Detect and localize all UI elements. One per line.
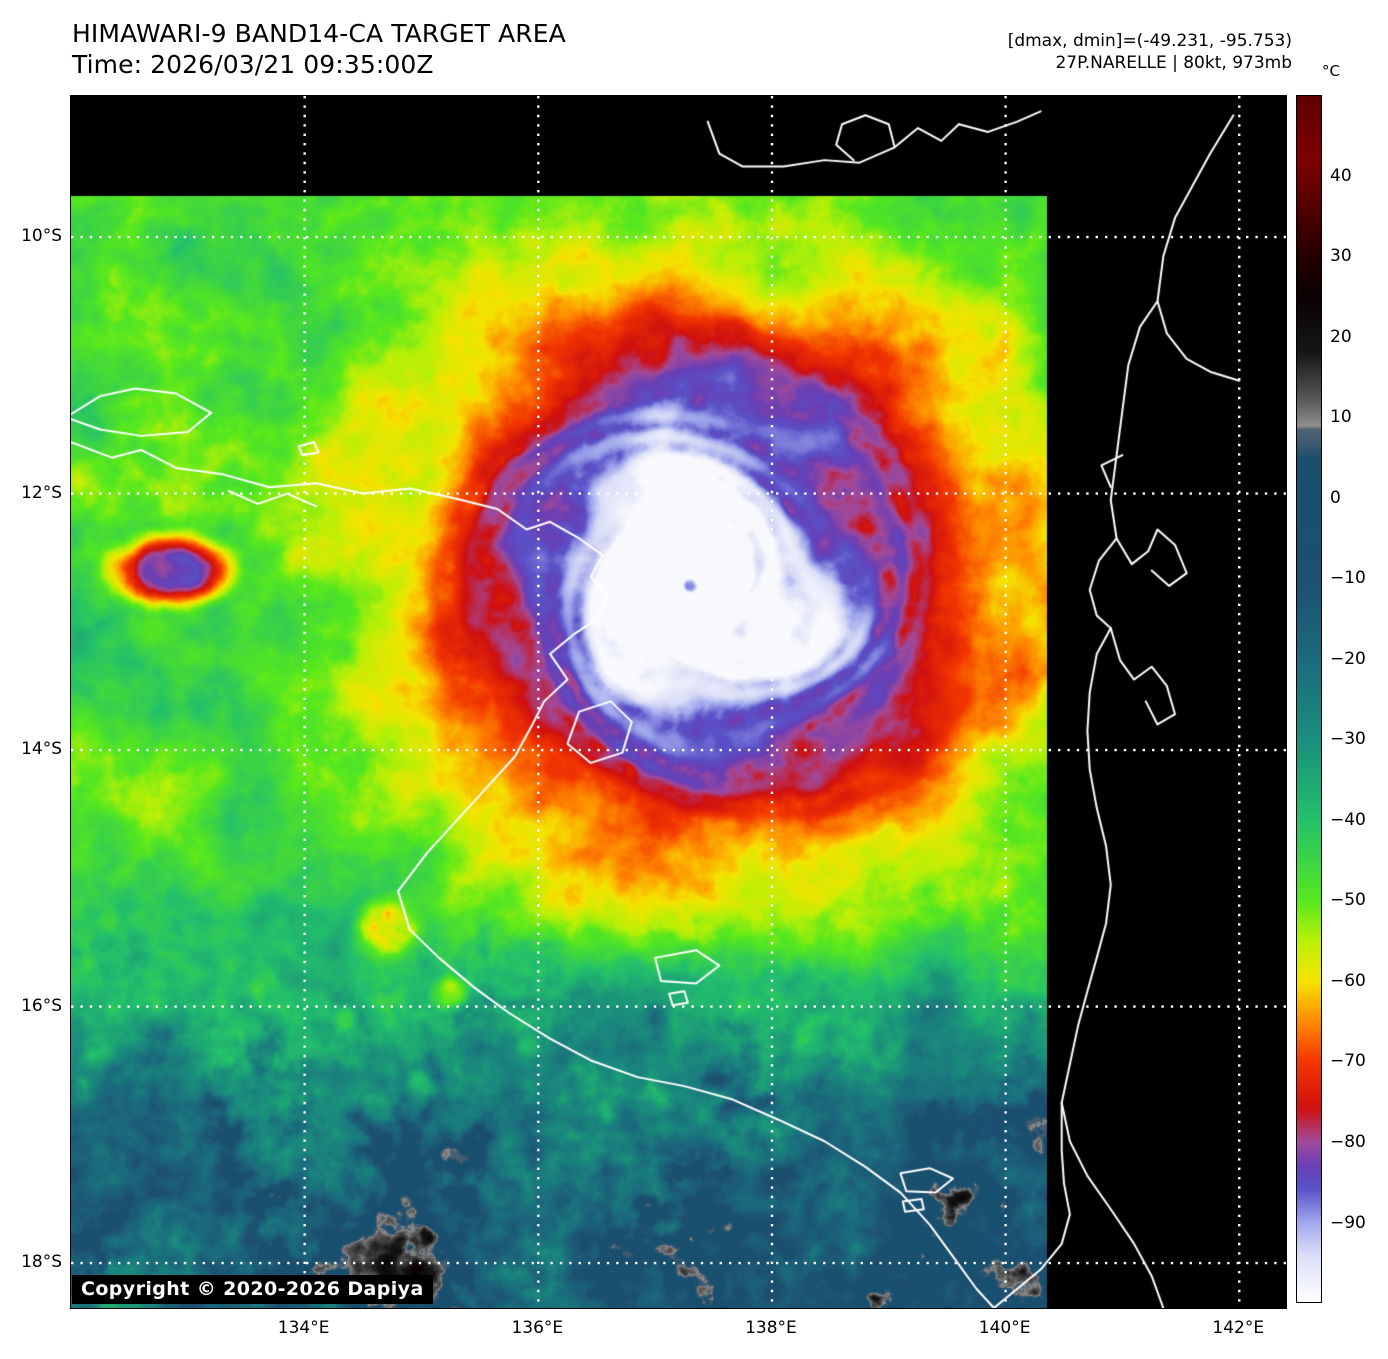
page-title: HIMAWARI-9 BAND14-CA TARGET AREA (72, 19, 566, 48)
colorbar-tick-label: −30 (1330, 729, 1366, 750)
colorbar-gradient (1296, 95, 1322, 1303)
longitude-tick-label: 138°E (745, 1318, 797, 1338)
colorbar-tick-label: −60 (1330, 970, 1366, 991)
temperature-colorbar[interactable]: 40 30 20 10 0 −10 −20 −30 −40 −50 −60 −70 −80 −90 (1296, 95, 1366, 1303)
colorbar-tick-label: 40 (1330, 165, 1352, 186)
satellite-imagery-canvas (71, 96, 1286, 1308)
latitude-tick-label: 16°S (21, 995, 62, 1016)
colorbar-tick-label: −80 (1330, 1131, 1366, 1152)
observation-time: Time: 2026/03/21 09:35:00Z (72, 50, 434, 79)
colorbar-tick-label: 20 (1330, 326, 1352, 347)
colorbar-tick-label: −50 (1330, 890, 1366, 911)
colorbar-tick-label: −10 (1330, 568, 1366, 589)
longitude-tick-label: 142°E (1212, 1318, 1265, 1338)
latitude-tick-label: 10°S (21, 226, 62, 247)
header-title-block: HIMAWARI-9 BAND14-CA TARGET AREA Time: 2… (72, 18, 566, 80)
colorbar-tick-label: −90 (1330, 1212, 1366, 1233)
colorbar-tick-label: 30 (1330, 246, 1352, 267)
colorbar-unit-label: °C (1322, 62, 1340, 80)
longitude-tick-label: 136°E (511, 1318, 564, 1338)
longitude-tick-label: 140°E (978, 1318, 1031, 1338)
latitude-tick-label: 14°S (21, 739, 62, 760)
latitude-tick-label: 12°S (21, 482, 62, 503)
colorbar-tick-label: 10 (1330, 407, 1352, 428)
lat-lon-grid (71, 96, 1286, 1308)
storm-info: 27P.NARELLE | 80kt, 973mb (1055, 53, 1292, 73)
latitude-tick-label: 18°S (21, 1252, 62, 1273)
colorbar-tick-label: −20 (1330, 648, 1366, 669)
header-meta-block: [dmax, dmin]=(-49.231, -95.753) 27P.NARE… (1008, 30, 1292, 74)
colorbar-tick-label: −40 (1330, 809, 1366, 830)
satellite-image-plot[interactable] (70, 95, 1287, 1309)
copyright-notice: Copyright © 2020-2026 Dapiya (72, 1275, 433, 1304)
colorbar-tick-label: 0 (1330, 487, 1341, 508)
colorbar-tick-label: −70 (1330, 1051, 1366, 1072)
data-minmax: [dmax, dmin]=(-49.231, -95.753) (1007, 31, 1292, 51)
longitude-tick-label: 134°E (277, 1318, 330, 1338)
